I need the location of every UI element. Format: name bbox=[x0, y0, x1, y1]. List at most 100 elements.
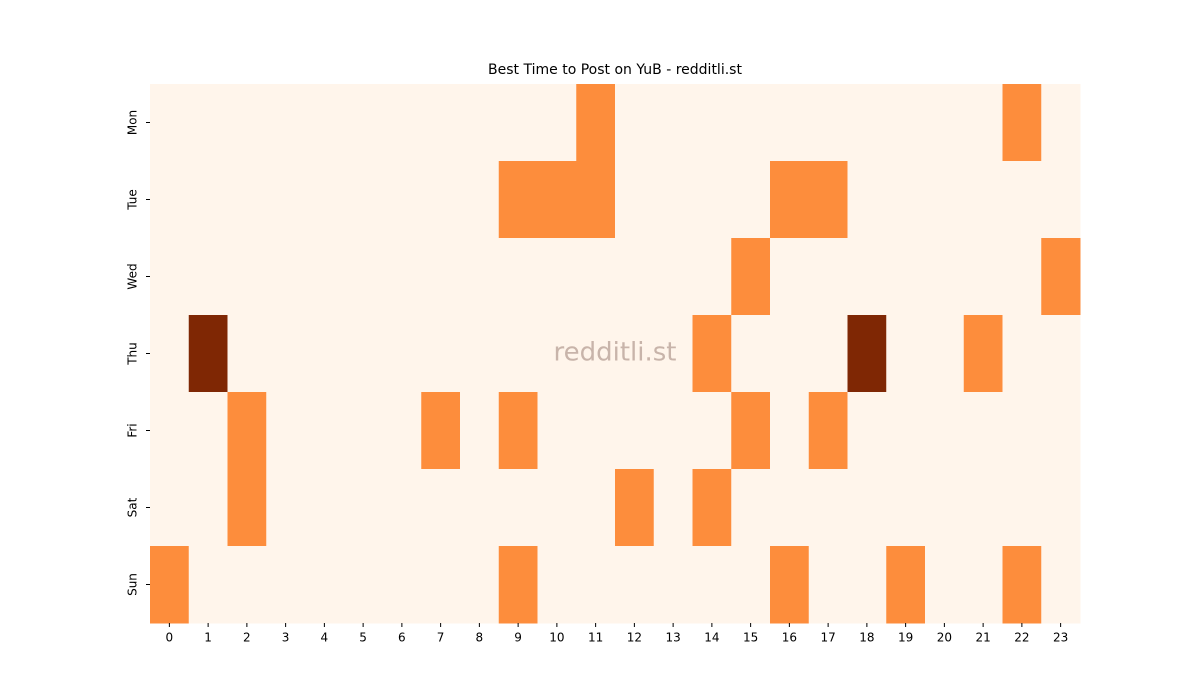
x-tick-label: 7 bbox=[437, 631, 445, 645]
heatmap-cell bbox=[808, 161, 848, 239]
heatmap-cell bbox=[1041, 84, 1081, 162]
heatmap-cell bbox=[847, 392, 887, 470]
heatmap-cell bbox=[227, 84, 267, 162]
x-tick-label: 21 bbox=[975, 631, 990, 645]
heatmap-cell bbox=[692, 469, 732, 547]
chart-title: Best Time to Post on YuB - redditli.st bbox=[488, 62, 742, 78]
heatmap-cell bbox=[421, 84, 461, 162]
heatmap-cell bbox=[963, 84, 1003, 162]
heatmap-cell bbox=[421, 469, 461, 547]
y-tick-label: Sun bbox=[126, 573, 140, 596]
heatmap-cell bbox=[925, 238, 965, 316]
heatmap-cell bbox=[150, 84, 190, 162]
heatmap-cell bbox=[653, 84, 693, 162]
heatmap-cell bbox=[615, 315, 655, 393]
heatmap-cell bbox=[576, 392, 616, 470]
heatmap-cell bbox=[770, 469, 810, 547]
heatmap-cell bbox=[537, 238, 577, 316]
heatmap-cell bbox=[188, 546, 228, 624]
heatmap-cell bbox=[421, 238, 461, 316]
heatmap-cell bbox=[847, 238, 887, 316]
x-tick-label: 20 bbox=[937, 631, 952, 645]
heatmap-cell bbox=[731, 546, 771, 624]
watermark: redditli.st bbox=[554, 338, 677, 368]
heatmap-cell bbox=[150, 161, 190, 239]
heatmap-cell bbox=[886, 238, 926, 316]
x-tick-label: 4 bbox=[321, 631, 329, 645]
x-tick-label: 8 bbox=[476, 631, 484, 645]
heatmap-cell bbox=[653, 315, 693, 393]
y-tick-label: Tue bbox=[126, 189, 140, 211]
heatmap-cell bbox=[421, 392, 461, 470]
heatmap-cell bbox=[266, 84, 306, 162]
x-tick-label: 17 bbox=[820, 631, 835, 645]
heatmap-cell bbox=[1041, 238, 1081, 316]
heatmap-cell bbox=[770, 161, 810, 239]
heatmap-cell bbox=[1002, 392, 1042, 470]
heatmap-cell bbox=[808, 469, 848, 547]
heatmap-cell bbox=[963, 469, 1003, 547]
heatmap-cell bbox=[770, 238, 810, 316]
x-tick-label: 10 bbox=[549, 631, 564, 645]
heatmap-cell bbox=[692, 315, 732, 393]
heatmap-cell bbox=[808, 238, 848, 316]
heatmap-cell bbox=[266, 469, 306, 547]
x-tick-label: 9 bbox=[514, 631, 522, 645]
heatmap-cell bbox=[382, 84, 422, 162]
heatmap-cell bbox=[382, 238, 422, 316]
heatmap-cell bbox=[808, 315, 848, 393]
heatmap-cell bbox=[460, 469, 500, 547]
heatmap-cell bbox=[382, 392, 422, 470]
heatmap-cell bbox=[460, 392, 500, 470]
heatmap-cell bbox=[1002, 546, 1042, 624]
heatmap-cell bbox=[188, 392, 228, 470]
heatmap-cell bbox=[227, 546, 267, 624]
x-tick-label: 0 bbox=[166, 631, 174, 645]
heatmap-cell bbox=[847, 546, 887, 624]
heatmap-cell bbox=[537, 84, 577, 162]
heatmap-cell bbox=[305, 84, 345, 162]
heatmap-cell bbox=[188, 161, 228, 239]
heatmap-cell bbox=[692, 238, 732, 316]
heatmap-cell bbox=[576, 469, 616, 547]
heatmap-cell bbox=[460, 84, 500, 162]
heatmap-cell bbox=[770, 392, 810, 470]
x-tick-label: 3 bbox=[282, 631, 290, 645]
heatmap-cell bbox=[692, 546, 732, 624]
heatmap-cell bbox=[188, 469, 228, 547]
heatmap-cell bbox=[498, 469, 538, 547]
heatmap-cell bbox=[615, 84, 655, 162]
heatmap-cells bbox=[150, 84, 1081, 624]
x-tick-label: 12 bbox=[627, 631, 642, 645]
heatmap-cell bbox=[847, 161, 887, 239]
heatmap-cell bbox=[615, 546, 655, 624]
heatmap-cell bbox=[188, 315, 228, 393]
heatmap-cell bbox=[266, 392, 306, 470]
heatmap-cell bbox=[1002, 161, 1042, 239]
heatmap-cell bbox=[576, 546, 616, 624]
heatmap-cell bbox=[498, 315, 538, 393]
heatmap-cell bbox=[692, 161, 732, 239]
heatmap-cell bbox=[653, 469, 693, 547]
heatmap-cell bbox=[653, 546, 693, 624]
x-tick-label: 18 bbox=[859, 631, 874, 645]
heatmap-cell bbox=[537, 161, 577, 239]
heatmap-cell bbox=[731, 315, 771, 393]
x-tick-label: 13 bbox=[665, 631, 680, 645]
heatmap-cell bbox=[343, 392, 383, 470]
heatmap-cell bbox=[305, 469, 345, 547]
heatmap-cell bbox=[188, 84, 228, 162]
heatmap-cell bbox=[150, 469, 190, 547]
heatmap-cell bbox=[227, 469, 267, 547]
heatmap-cell bbox=[150, 546, 190, 624]
heatmap-cell bbox=[1041, 546, 1081, 624]
heatmap-cell bbox=[1002, 469, 1042, 547]
heatmap-cell bbox=[382, 546, 422, 624]
heatmap-cell bbox=[343, 161, 383, 239]
heatmap-cell bbox=[305, 161, 345, 239]
heatmap-cell bbox=[343, 238, 383, 316]
heatmap-cell bbox=[460, 315, 500, 393]
heatmap-cell bbox=[731, 161, 771, 239]
heatmap-cell bbox=[150, 392, 190, 470]
heatmap-cell bbox=[227, 315, 267, 393]
